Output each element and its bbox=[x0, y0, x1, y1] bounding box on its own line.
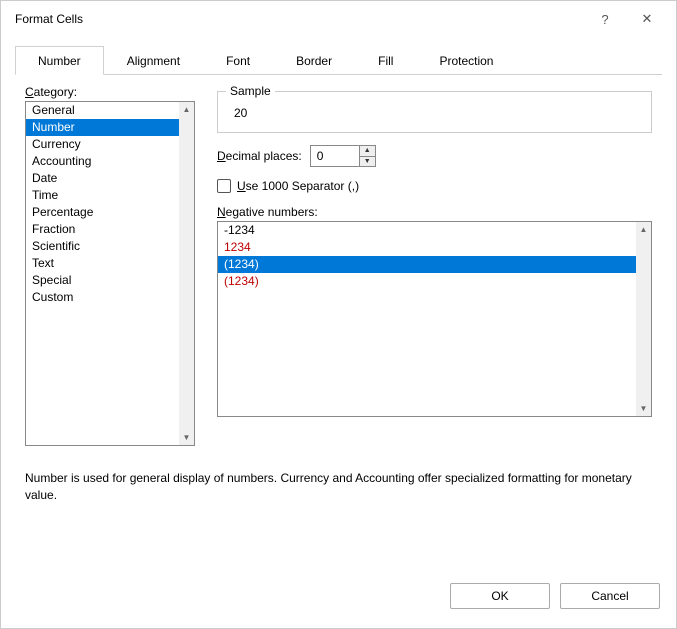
category-item[interactable]: Special bbox=[26, 272, 179, 289]
category-item[interactable]: Text bbox=[26, 255, 179, 272]
thousand-separator-checkbox[interactable] bbox=[217, 179, 231, 193]
cancel-button[interactable]: Cancel bbox=[560, 583, 660, 609]
sample-legend: Sample bbox=[226, 84, 275, 98]
dialog-title: Format Cells bbox=[15, 12, 584, 26]
spinner-up-icon[interactable]: ▲ bbox=[360, 146, 375, 157]
decimal-places-label: Decimal places: bbox=[217, 149, 302, 163]
titlebar: Format Cells ? ✕ bbox=[1, 1, 676, 37]
tab-alignment[interactable]: Alignment bbox=[104, 46, 203, 75]
sample-group: Sample 20 bbox=[217, 91, 652, 133]
close-button[interactable]: ✕ bbox=[626, 5, 668, 33]
negative-numbers-label: Negative numbers: bbox=[217, 205, 652, 219]
scroll-up-icon[interactable]: ▲ bbox=[636, 222, 651, 237]
category-item[interactable]: Percentage bbox=[26, 204, 179, 221]
negative-format-item[interactable]: -1234 bbox=[218, 222, 636, 239]
decimal-places-input[interactable] bbox=[311, 146, 359, 166]
negative-format-item[interactable]: 1234 bbox=[218, 239, 636, 256]
spinner-down-icon[interactable]: ▼ bbox=[360, 157, 375, 167]
negative-format-item[interactable]: (1234) bbox=[218, 273, 636, 290]
scroll-down-icon[interactable]: ▼ bbox=[179, 430, 194, 445]
help-button[interactable]: ? bbox=[584, 5, 626, 33]
tab-border[interactable]: Border bbox=[273, 46, 355, 75]
tab-protection[interactable]: Protection bbox=[416, 46, 516, 75]
category-item[interactable]: Custom bbox=[26, 289, 179, 306]
negative-scrollbar[interactable]: ▲ ▼ bbox=[636, 222, 651, 416]
category-item[interactable]: Scientific bbox=[26, 238, 179, 255]
sample-value: 20 bbox=[228, 102, 641, 122]
decimal-places-spinner[interactable]: ▲ ▼ bbox=[310, 145, 376, 167]
negative-format-item[interactable]: (1234) bbox=[218, 256, 636, 273]
category-item[interactable]: Number bbox=[26, 119, 179, 136]
category-label: Category: bbox=[25, 85, 195, 99]
category-item[interactable]: Time bbox=[26, 187, 179, 204]
dialog-body: Category: GeneralNumberCurrencyAccountin… bbox=[1, 75, 676, 576]
category-item[interactable]: Date bbox=[26, 170, 179, 187]
category-item[interactable]: General bbox=[26, 102, 179, 119]
scroll-down-icon[interactable]: ▼ bbox=[636, 401, 651, 416]
category-item[interactable]: Fraction bbox=[26, 221, 179, 238]
format-cells-dialog: Format Cells ? ✕ NumberAlignmentFontBord… bbox=[0, 0, 677, 629]
negative-numbers-listbox[interactable]: -12341234(1234)(1234) ▲ ▼ bbox=[217, 221, 652, 417]
tab-strip: NumberAlignmentFontBorderFillProtection bbox=[15, 45, 662, 75]
dialog-footer: OK Cancel bbox=[1, 576, 676, 628]
category-listbox[interactable]: GeneralNumberCurrencyAccountingDateTimeP… bbox=[25, 101, 195, 446]
tab-fill[interactable]: Fill bbox=[355, 46, 416, 75]
category-item[interactable]: Currency bbox=[26, 136, 179, 153]
ok-button[interactable]: OK bbox=[450, 583, 550, 609]
tab-font[interactable]: Font bbox=[203, 46, 273, 75]
category-description: Number is used for general display of nu… bbox=[25, 470, 652, 504]
tab-number[interactable]: Number bbox=[15, 46, 104, 75]
scroll-up-icon[interactable]: ▲ bbox=[179, 102, 194, 117]
category-item[interactable]: Accounting bbox=[26, 153, 179, 170]
thousand-separator-label: Use 1000 Separator (,) bbox=[237, 179, 359, 193]
category-scrollbar[interactable]: ▲ ▼ bbox=[179, 102, 194, 445]
